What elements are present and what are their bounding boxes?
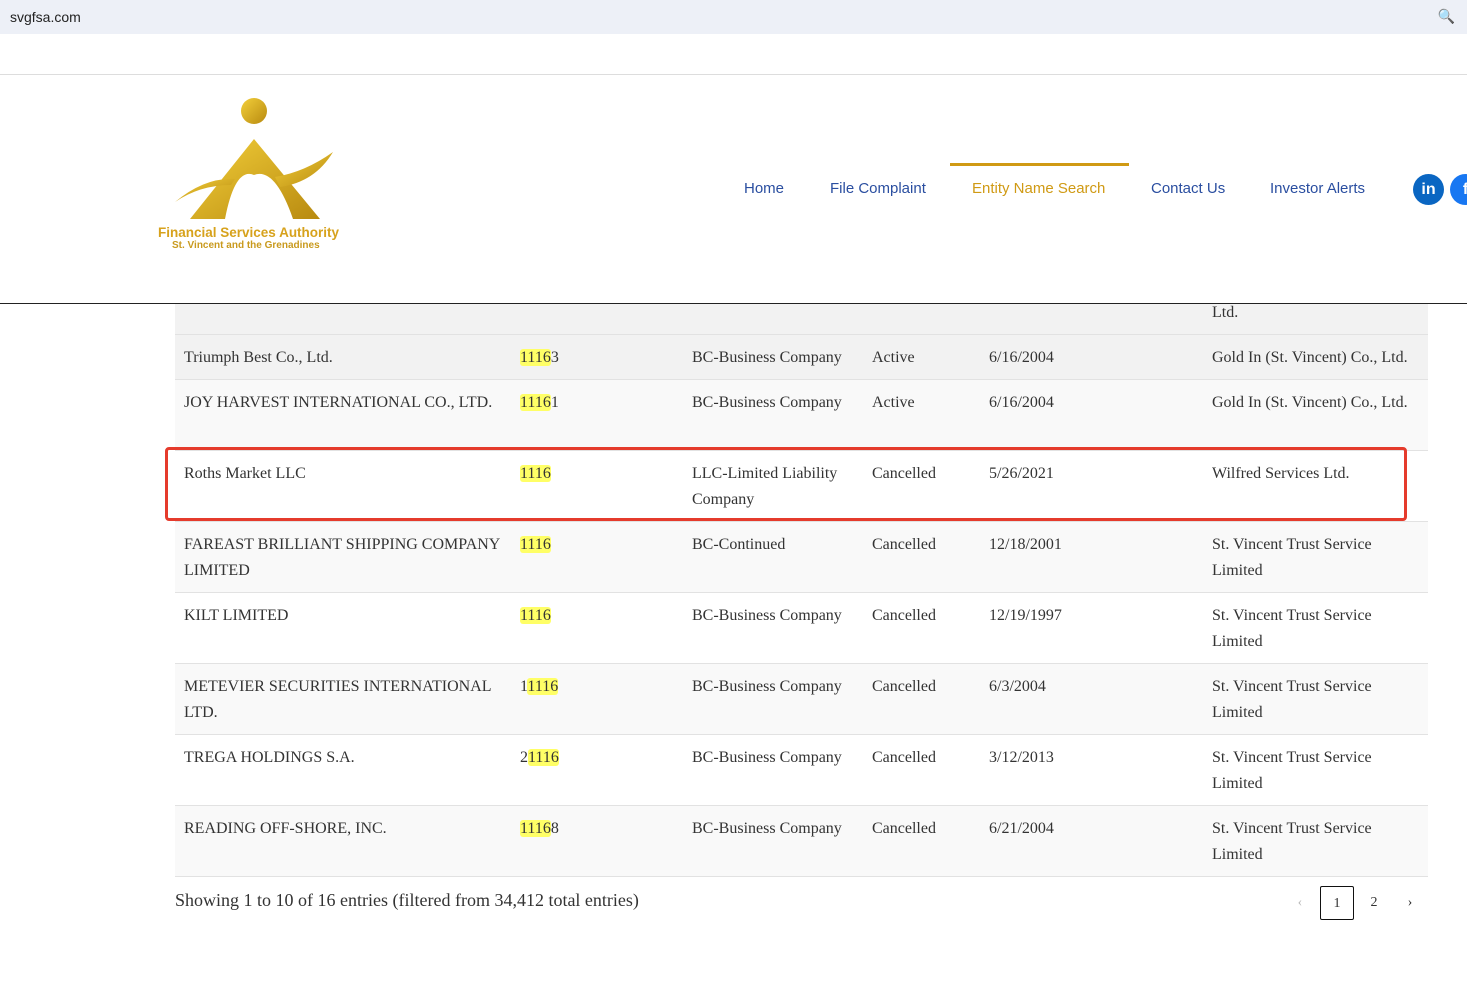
- search-match-highlight: 1116: [520, 607, 551, 624]
- nav-file-complaint[interactable]: File Complaint: [830, 180, 926, 197]
- search-match-highlight: 1116: [520, 536, 551, 553]
- entity-type: LLC-Limited Liability Company: [692, 465, 838, 508]
- entity-number-part: 1: [520, 678, 528, 695]
- entity-number: 11116: [520, 674, 559, 700]
- registered-agent: St. Vincent Trust Service Limited: [1212, 678, 1372, 721]
- entity-status: Cancelled: [872, 820, 936, 837]
- entity-number: 11163: [520, 345, 559, 371]
- fsa-logo[interactable]: Financial Services Authority St. Vincent…: [155, 97, 360, 257]
- nav-entity-name-search[interactable]: Entity Name Search: [972, 180, 1106, 197]
- highlight-annotation-box: [165, 447, 1407, 521]
- entity-number-part: 8: [550, 820, 559, 837]
- entity-number: 1116: [520, 603, 551, 629]
- prev-page-button[interactable]: ‹: [1297, 895, 1303, 910]
- entity-name: JOY HARVEST INTERNATIONAL CO., LTD.: [184, 394, 493, 411]
- table-row[interactable]: KILT LIMITED BC-Business Company Cancelled…: [175, 593, 1428, 664]
- registration-date: 12/18/2001: [989, 536, 1062, 553]
- search-match-highlight: 1116: [520, 349, 551, 366]
- table-row[interactable]: JOY HARVEST INTERNATIONAL CO., LTD. BC-Bu…: [175, 380, 1428, 451]
- registration-date: 3/12/2013: [989, 749, 1054, 766]
- registration-date: 12/19/1997: [989, 607, 1062, 624]
- entity-number: 11168: [520, 816, 559, 842]
- entity-type: BC-Business Company: [692, 607, 842, 624]
- entity-number: 11161: [520, 390, 559, 416]
- entity-name: TREGA HOLDINGS S.A.: [184, 749, 355, 766]
- entity-type: BC-Business Company: [692, 749, 842, 766]
- registration-date: 5/26/2021: [989, 465, 1054, 482]
- entity-number: 1116: [520, 532, 551, 558]
- entity-status: Cancelled: [872, 465, 936, 482]
- nav-home[interactable]: Home: [744, 180, 785, 197]
- table-info: Showing 1 to 10 of 16 entries (filtered …: [175, 890, 639, 910]
- entity-type: BC-Continued: [692, 536, 786, 553]
- entity-name: READING OFF-SHORE, INC.: [184, 820, 387, 837]
- search-match-highlight: 1116: [528, 749, 559, 766]
- entity-status: Cancelled: [872, 678, 936, 695]
- magnifier-plus-icon[interactable]: 🔍: [1437, 8, 1455, 24]
- entity-number: 21116: [520, 745, 559, 771]
- divider: [0, 74, 1467, 75]
- search-match-highlight: 1116: [527, 678, 559, 695]
- entity-type: BC-Business Company: [692, 349, 842, 366]
- facebook-icon[interactable]: f: [1450, 174, 1467, 205]
- registered-agent: St. Vincent Trust Service Limited: [1212, 749, 1372, 792]
- entity-type: BC-Business Company: [692, 394, 842, 411]
- entity-type: BC-Business Company: [692, 820, 842, 837]
- logo-emblem-icon: [175, 98, 333, 219]
- table-row[interactable]: METEVIER SECURITIES INTERNATIONAL LTD. BC…: [175, 664, 1428, 735]
- entity-status: Cancelled: [872, 607, 936, 624]
- registered-agent: Gold In (St. Vincent) Co., Ltd.: [1212, 349, 1408, 366]
- search-match-highlight: 1116: [520, 820, 551, 837]
- site-header: Financial Services Authority St. Vincent…: [0, 75, 1467, 304]
- table-row[interactable]: Triumph Best Co., Ltd. BC-Business Compan…: [175, 335, 1428, 380]
- page-1-button[interactable]: 1: [1320, 886, 1354, 920]
- registered-agent: St. Vincent Trust Service Limited: [1212, 536, 1372, 579]
- nav-investor-alerts[interactable]: Investor Alerts: [1270, 180, 1366, 197]
- entity-name: Roths Market LLC: [184, 465, 306, 482]
- entity-number: 1116: [520, 461, 551, 487]
- registered-agent: Wilfred Services Ltd.: [1212, 465, 1350, 482]
- entity-status: Active: [872, 394, 915, 411]
- registration-date: 6/16/2004: [989, 349, 1054, 366]
- entity-name: FAREAST BRILLIANT SHIPPING COMPANY LIMIT…: [184, 536, 500, 579]
- entity-name: Triumph Best Co., Ltd.: [184, 349, 333, 366]
- entity-type: BC-Business Company: [692, 678, 842, 695]
- search-match-highlight: 1116: [520, 465, 551, 482]
- registered-agent: St. Vincent Trust Service Limited: [1212, 820, 1372, 863]
- entity-results-table: Ltd. Triumph Best Co., Ltd. BC-Business C…: [175, 230, 1428, 877]
- linkedin-icon[interactable]: in: [1413, 174, 1444, 205]
- table-row[interactable]: FAREAST BRILLIANT SHIPPING COMPANY LIMIT…: [175, 522, 1428, 593]
- registration-date: 6/3/2004: [989, 678, 1046, 695]
- entity-number-part: 3: [550, 349, 559, 366]
- entity-status: Cancelled: [872, 749, 936, 766]
- registration-date: 6/21/2004: [989, 820, 1054, 837]
- active-nav-indicator: [950, 163, 1129, 166]
- entity-status: Active: [872, 349, 915, 366]
- entity-name: METEVIER SECURITIES INTERNATIONAL LTD.: [184, 678, 491, 721]
- registration-date: 6/16/2004: [989, 394, 1054, 411]
- page-2-button[interactable]: 2: [1370, 895, 1378, 910]
- search-match-highlight: 1116: [520, 394, 551, 411]
- registered-agent: St. Vincent Trust Service Limited: [1212, 607, 1372, 650]
- url-text: svgfsa.com: [10, 9, 81, 25]
- table-row[interactable]: READING OFF-SHORE, INC. BC-Business Compa…: [175, 806, 1428, 877]
- nav-contact-us[interactable]: Contact Us: [1151, 180, 1226, 197]
- entity-status: Cancelled: [872, 536, 936, 553]
- address-bar[interactable]: svgfsa.com 🔍: [0, 0, 1467, 34]
- entity-number-part: 1: [550, 394, 559, 411]
- registered-agent: Gold In (St. Vincent) Co., Ltd.: [1212, 394, 1408, 411]
- table-row[interactable]: TREGA HOLDINGS S.A. BC-Business Company Ca…: [175, 735, 1428, 806]
- entity-number-part: 2: [520, 749, 528, 766]
- next-page-button[interactable]: ›: [1407, 895, 1413, 910]
- table-row[interactable]: Roths Market LLC LLC-Limited Liability Co…: [175, 451, 1428, 522]
- entity-name: KILT LIMITED: [184, 607, 289, 624]
